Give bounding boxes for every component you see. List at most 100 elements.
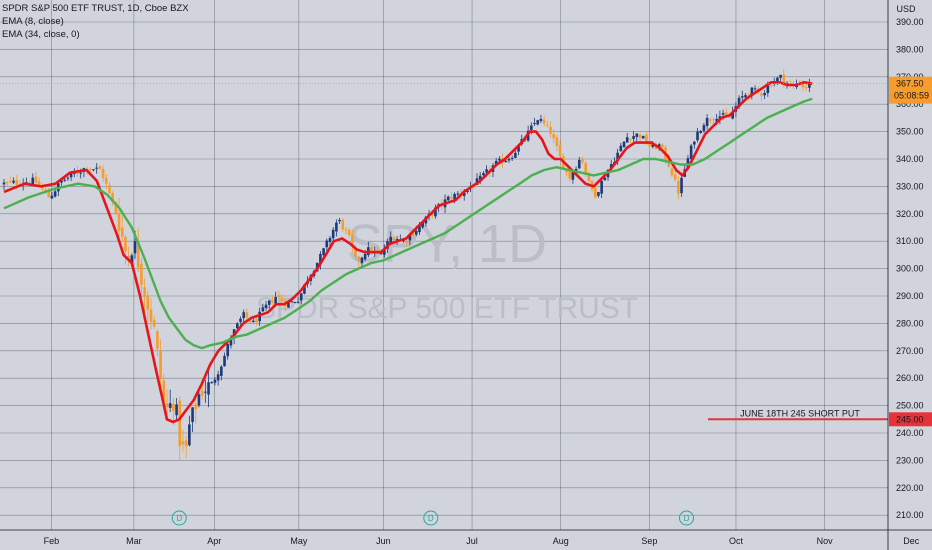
y-tick-label: 390.00 — [896, 17, 924, 27]
short-put-badge: 245.00 — [889, 412, 932, 427]
countdown-timer: 05:08:59 — [894, 91, 929, 101]
candle-body — [462, 192, 466, 196]
candle-body — [277, 295, 281, 298]
candle — [159, 339, 162, 389]
candle-body — [740, 96, 744, 98]
candle-body — [136, 241, 140, 268]
candle — [689, 143, 693, 160]
candle — [104, 174, 108, 190]
time-scale-bg — [0, 530, 932, 550]
candle — [47, 187, 51, 198]
candle-body — [421, 222, 424, 228]
candle — [600, 177, 603, 199]
candle — [370, 246, 373, 256]
legend-symbol[interactable]: SPDR S&P 500 ETF TRUST, 1D, Cboe BZX — [2, 3, 189, 14]
candle — [577, 156, 581, 170]
candle — [549, 121, 552, 138]
candle-body — [766, 85, 770, 94]
candle — [763, 89, 766, 100]
candle — [146, 290, 150, 323]
candle-body — [760, 93, 763, 96]
candle-body — [351, 234, 354, 247]
legend-ema-fast[interactable]: EMA (8, close) — [2, 16, 64, 27]
candle-body — [347, 229, 351, 236]
y-tick-label: 310.00 — [896, 236, 924, 246]
candle-body — [408, 235, 412, 241]
candle-body — [673, 174, 677, 180]
y-tick-label: 290.00 — [896, 291, 924, 301]
legend-ema-slow[interactable]: EMA (34, close, 0) — [2, 29, 80, 40]
candle — [712, 117, 715, 125]
candle — [616, 148, 619, 165]
candle — [280, 294, 284, 302]
candle — [53, 188, 57, 198]
candle-body — [645, 134, 648, 144]
y-tick-label: 350.00 — [896, 127, 924, 137]
candle — [293, 301, 297, 304]
candle-body — [402, 240, 405, 242]
candle-body — [625, 137, 629, 143]
candle — [207, 369, 210, 408]
candle-body — [482, 173, 485, 176]
candle — [641, 135, 645, 139]
candle-body — [702, 125, 706, 131]
candle — [709, 117, 712, 124]
candle-body — [568, 170, 571, 179]
candle-body — [539, 119, 543, 121]
candle — [482, 171, 485, 177]
candle-body — [638, 134, 642, 138]
candle — [760, 92, 763, 102]
candle — [344, 227, 348, 235]
y-tick-label: 380.00 — [896, 44, 924, 54]
candle-body — [149, 309, 153, 322]
candle — [191, 406, 194, 433]
candle — [111, 191, 114, 206]
candle — [136, 227, 140, 273]
dividend-markers: DDDD — [171, 510, 694, 526]
y-tick-label: 360.00 — [896, 99, 924, 109]
candle-body — [376, 249, 380, 253]
candle-body — [76, 171, 79, 174]
candle — [156, 329, 159, 357]
candle-body — [95, 167, 98, 169]
candle-body — [280, 298, 284, 302]
candle-body — [53, 191, 57, 197]
last-price-value: 367.50 — [896, 79, 924, 89]
y-tick-label: 300.00 — [896, 264, 924, 274]
candle-body — [143, 287, 146, 298]
candle-body — [255, 319, 258, 323]
candle-body — [69, 172, 73, 178]
candle-body — [194, 404, 198, 410]
candle-body — [446, 196, 450, 201]
candle-body — [776, 77, 779, 83]
chart-legend: SPDR S&P 500 ETF TRUST, 1D, Cboe BZX EMA… — [2, 2, 189, 41]
candle-body — [124, 237, 127, 252]
candle-body — [37, 181, 41, 186]
candle-body — [414, 230, 418, 235]
candle-body — [341, 219, 345, 230]
candle — [335, 219, 338, 237]
candle-body — [478, 175, 482, 180]
candle-body — [101, 169, 105, 178]
candle — [341, 217, 345, 233]
candle — [632, 131, 635, 142]
candle — [779, 74, 782, 82]
candle-body — [98, 166, 102, 170]
candle-body — [172, 404, 175, 411]
candle-body — [699, 130, 703, 133]
candle-body — [779, 74, 782, 78]
candle-body — [31, 177, 35, 184]
candle-body — [769, 85, 773, 87]
candle-body — [724, 112, 728, 116]
candle-body — [162, 380, 166, 402]
short-put-badge-bg — [889, 412, 932, 427]
candle-body — [15, 179, 19, 185]
candle-body — [670, 168, 674, 176]
candle — [740, 90, 744, 103]
candle-body — [47, 190, 51, 198]
candle-body — [593, 187, 597, 198]
candle-body — [2, 182, 6, 185]
candle — [638, 133, 642, 143]
candle — [2, 178, 6, 191]
